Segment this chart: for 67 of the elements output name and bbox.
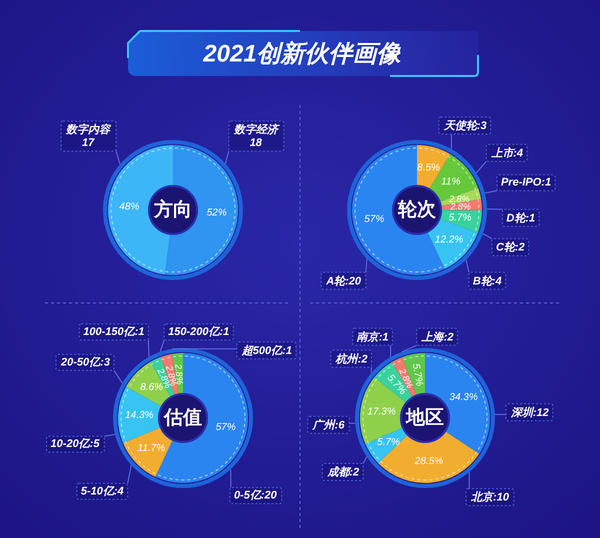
category-label: 超500亿:1 [236, 341, 296, 360]
value-label: 12.2% [434, 234, 464, 246]
category-label: 20-50亿:3 [56, 354, 114, 371]
slice-label: B轮:4 [472, 274, 502, 288]
slice-label: 0-5亿:20 [234, 490, 278, 502]
slice-label: 北京:10 [470, 490, 510, 504]
slice-label: 杭州:2 [334, 352, 368, 366]
value-label: 57% [216, 422, 236, 434]
category-label: 成都:2 [322, 463, 364, 482]
category-label: 150-200亿:1 [164, 324, 234, 341]
category-label: B轮:4 [468, 272, 506, 290]
value-label: 52% [206, 207, 227, 218]
value-label: 2.8% [449, 194, 470, 204]
slice-label: D轮:1 [506, 211, 536, 224]
slice-label: 成都:2 [326, 466, 360, 479]
chart-title: 估值 [164, 408, 202, 428]
slice-label: A轮:20 [325, 274, 362, 288]
value-label: 14.3% [125, 410, 154, 422]
value-label: 34.3% [449, 392, 478, 403]
slice-label: 深圳:12 [510, 406, 549, 419]
chart-title: 地区 [406, 408, 444, 428]
slice-label: 南京:1 [356, 330, 388, 344]
value-label: 17.3% [367, 406, 396, 418]
category-label: 深圳:12 [505, 403, 554, 422]
slice-label: 上海:2 [420, 330, 454, 344]
slice-label: 20-50亿:3 [60, 356, 110, 368]
chart-title: 轮次 [398, 200, 436, 220]
category-label: C轮:2 [491, 238, 530, 256]
value-label: 8.5% [417, 162, 440, 174]
value-label: 11.7% [138, 442, 166, 454]
value-label: 5.7% [377, 436, 400, 448]
category-label: 10-20亿:5 [46, 436, 105, 453]
slice-label: 100-150亿:1 [83, 326, 144, 338]
category-label: A轮:20 [320, 272, 366, 290]
category-label: D轮:1 [502, 208, 540, 227]
slice-label: 广州:6 [312, 418, 346, 432]
value-label: 11% [441, 176, 460, 188]
category-label: Pre-IPO:1 [496, 174, 556, 192]
slice-label: 10-20亿:5 [50, 438, 100, 450]
slice-label: 5-10亿:4 [80, 485, 124, 498]
value-label: 2.8% [450, 201, 471, 212]
category-label: 南京:1 [352, 328, 393, 346]
category-label: 0-5亿:20 [229, 487, 282, 504]
slice-label: Pre-IPO:1 [500, 176, 552, 189]
slice-label: 数字内容 17 [65, 123, 112, 150]
slice-label: 数字经济 18 [232, 123, 280, 150]
category-label: 天使轮:3 [438, 116, 492, 135]
slice-label: 天使轮:3 [442, 119, 487, 132]
slice-label: 上市:4 [490, 146, 524, 160]
title: 2021创新伙伴画像 [203, 40, 401, 68]
category-label: 广州:6 [307, 416, 350, 434]
category-label: 5-10亿:4 [76, 482, 128, 500]
category-label: 上市:4 [486, 144, 528, 162]
category-label: 100-150亿:1 [78, 324, 149, 341]
slice-label: 超500亿:1 [240, 344, 292, 357]
slice-label: 150-200亿:1 [168, 326, 230, 338]
value-label: 48% [119, 202, 140, 213]
value-label: 57% [364, 214, 384, 226]
chart-title: 方向 [154, 200, 192, 220]
category-label: 数字经济 18 [228, 120, 284, 152]
category-label: 上海:2 [416, 328, 458, 346]
category-label: 数字内容 17 [60, 120, 117, 152]
slice-label: C轮:2 [496, 240, 525, 254]
value-label: 5.7% [448, 212, 472, 224]
value-label: 28.5% [414, 456, 444, 468]
category-label: 北京:10 [466, 488, 514, 506]
category-label: 杭州:2 [330, 350, 372, 368]
